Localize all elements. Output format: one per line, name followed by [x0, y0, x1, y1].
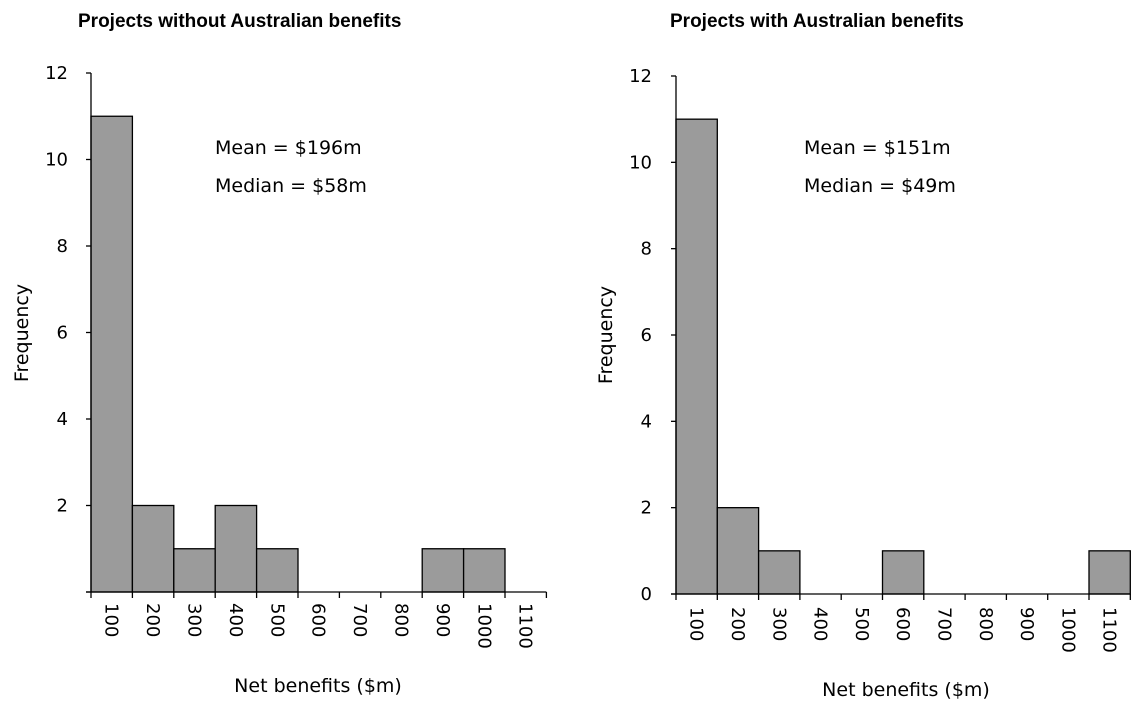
plot-area: 2 4 6 8 10 12 100 200 300 400 500 600 700 800 900 1000 1… [45, 63, 548, 649]
x-tick-label: 600 [308, 603, 329, 637]
bar-200 [131, 504, 175, 593]
bar-100 [675, 118, 718, 595]
y-tick-label: 0 [641, 584, 652, 605]
y-tick-label: 12 [629, 66, 652, 87]
median-annotation: Median = $49m [804, 175, 956, 197]
x-tick-label: 400 [810, 607, 831, 641]
median-annotation: Median = $58m [215, 175, 367, 197]
x-tick-label: 500 [851, 607, 872, 641]
x-tick-label: 400 [225, 603, 246, 637]
bar-900 [421, 548, 465, 593]
bar-100 [90, 115, 134, 593]
bar-400 [214, 504, 258, 593]
x-tick-label: 200 [142, 603, 163, 637]
x-tick-label: 900 [1016, 607, 1037, 641]
x-tick-label: 900 [432, 603, 453, 637]
x-tick-label: 500 [266, 603, 287, 637]
x-tick-label: 700 [349, 603, 370, 637]
y-tick-label: 4 [641, 411, 652, 432]
x-tick-label: 1000 [1057, 607, 1078, 653]
x-axis-label: Net benefits ($m) [822, 679, 990, 701]
y-tick-label: 8 [57, 236, 68, 257]
x-axis-label: Net benefits ($m) [234, 675, 402, 697]
bar-300 [173, 548, 216, 593]
x-tick-label: 1100 [515, 603, 536, 649]
y-tick-label: 4 [57, 409, 68, 430]
plot-area: 0 2 4 6 8 10 12 100 200 300 400 500 600 700 800 900 1000… [629, 66, 1131, 653]
x-tick-label: 100 [686, 607, 707, 641]
mean-annotation: Mean = $196m [215, 137, 362, 159]
chart-title: Projects with Australian benefits [670, 11, 964, 32]
y-tick-label: 8 [641, 239, 652, 260]
chart-title: Projects without Australian benefits [78, 11, 401, 32]
x-tick-label: 100 [101, 603, 122, 637]
x-tick-label: 600 [892, 607, 913, 641]
y-tick-label: 2 [57, 496, 68, 517]
x-tick-label: 300 [768, 607, 789, 641]
x-tick-label: 1000 [473, 603, 494, 649]
chart-left: Projects without Australian benefits Fre… [11, 11, 548, 697]
bar-300 [757, 550, 801, 595]
x-tick-label: 300 [184, 603, 205, 637]
bar-1100 [1088, 550, 1131, 595]
y-tick-label: 12 [45, 63, 68, 84]
x-tick-label: 200 [727, 607, 748, 641]
x-tick-label: 700 [933, 607, 954, 641]
y-tick-label: 10 [45, 150, 68, 171]
y-axis-label: Frequency [11, 284, 33, 382]
x-tick-label: 800 [975, 607, 996, 641]
x-tick-label: 800 [391, 603, 412, 637]
y-tick-label: 6 [641, 325, 652, 346]
bar-500 [255, 548, 299, 593]
bar-1000 [462, 548, 506, 593]
y-tick-label: 10 [629, 152, 652, 173]
x-tick-label: 1100 [1099, 607, 1120, 653]
y-axis-label: Frequency [595, 286, 617, 384]
y-tick-label: 2 [641, 498, 652, 519]
mean-annotation: Mean = $151m [804, 137, 951, 159]
y-tick-label: 6 [57, 323, 68, 344]
chart-right: Projects with Australian benefits Freque… [595, 11, 1131, 701]
bar-600 [881, 550, 925, 595]
bar-200 [716, 507, 760, 595]
